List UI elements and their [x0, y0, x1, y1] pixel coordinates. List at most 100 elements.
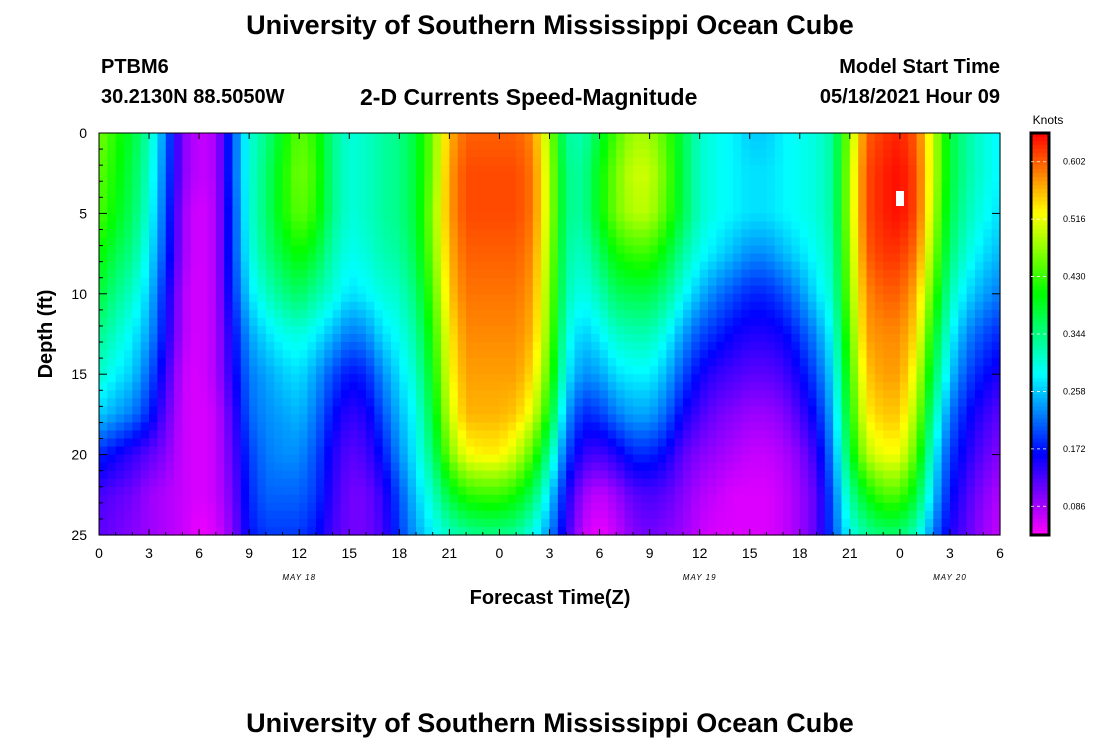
heat-cell — [499, 334, 509, 343]
heat-cell — [457, 221, 467, 231]
heat-cell — [924, 374, 934, 383]
heat-cell — [115, 366, 125, 375]
heat-cell — [157, 261, 167, 271]
heat-cell — [783, 277, 793, 287]
heat-cell — [607, 141, 617, 150]
heat-cell — [849, 438, 859, 448]
heat-cell — [374, 237, 384, 247]
heat-cell — [933, 494, 943, 504]
heat-cell — [916, 197, 926, 206]
heat-cell — [157, 205, 167, 214]
heat-cell — [949, 414, 959, 424]
main-title: University of Southern Mississippi Ocean… — [246, 10, 854, 40]
heat-cell — [591, 325, 601, 335]
heat-cell — [924, 358, 934, 367]
heat-cell — [224, 430, 234, 440]
heat-cell — [182, 406, 192, 415]
heat-cell — [340, 390, 350, 399]
heat-cell — [224, 374, 234, 383]
heat-cell — [474, 325, 484, 335]
heat-cell — [549, 350, 559, 359]
heat-cell — [190, 221, 200, 231]
heat-cell — [115, 261, 125, 271]
heat-cell — [983, 301, 993, 311]
heat-cell — [299, 205, 309, 214]
heat-cell — [432, 366, 442, 375]
heat-cell — [199, 366, 209, 375]
heat-cell — [549, 253, 559, 263]
heat-cell — [516, 269, 526, 279]
heat-cell — [532, 269, 542, 279]
heat-cell — [382, 398, 392, 407]
heat-cell — [307, 253, 317, 263]
heat-cell — [482, 317, 492, 327]
heat-cell — [165, 237, 175, 247]
heat-cell — [107, 301, 117, 311]
heat-cell — [849, 229, 859, 239]
heat-cell — [407, 205, 417, 214]
heat-cell — [991, 390, 1001, 399]
heat-cell — [924, 181, 934, 190]
heat-cell — [449, 398, 459, 407]
heat-cell — [733, 221, 742, 231]
heat-cell — [833, 454, 843, 464]
heat-cell — [991, 173, 1001, 182]
heat-cell — [491, 438, 501, 448]
heat-cell — [265, 237, 275, 247]
heat-cell — [933, 438, 943, 448]
heat-cell — [157, 317, 167, 327]
heat-cell — [390, 141, 400, 150]
heat-cell — [774, 454, 784, 464]
heat-cell — [249, 149, 259, 158]
heat-cell — [557, 261, 567, 271]
heat-cell — [816, 229, 826, 239]
heat-cell — [524, 325, 534, 335]
heat-cell — [365, 197, 375, 206]
heat-cell — [858, 189, 868, 198]
heat-cell — [449, 189, 459, 198]
heat-cell — [933, 197, 943, 206]
heat-cell — [340, 342, 350, 351]
heat-cell — [190, 189, 200, 198]
heat-cell — [507, 173, 517, 182]
heat-cell — [315, 438, 325, 448]
heat-cell — [883, 470, 893, 480]
heat-cell — [833, 173, 843, 182]
heat-cell — [899, 342, 909, 351]
heat-cell — [424, 261, 434, 271]
heat-cell — [741, 253, 751, 263]
heat-cell — [124, 486, 133, 496]
heat-cell — [599, 430, 609, 440]
heat-cell — [674, 141, 684, 150]
heat-cell — [874, 293, 884, 303]
heat-cell — [240, 181, 250, 190]
heat-cell — [808, 269, 818, 279]
heat-cell — [824, 173, 834, 182]
heat-cell — [841, 422, 851, 432]
heat-cell — [349, 181, 359, 190]
heat-cell — [949, 173, 959, 182]
heat-cell — [716, 293, 726, 303]
heat-cell — [524, 141, 534, 150]
heat-cell — [883, 374, 893, 383]
heat-cell — [182, 438, 192, 448]
heat-cell — [240, 317, 250, 327]
heat-cell — [699, 382, 709, 391]
heat-cell — [799, 269, 809, 279]
heat-cell — [516, 446, 526, 456]
heat-cell — [199, 446, 209, 456]
heat-cell — [507, 181, 517, 190]
heat-cell — [666, 334, 676, 343]
heat-cell — [657, 229, 667, 239]
heat-cell — [474, 366, 484, 375]
heat-cell — [249, 422, 259, 432]
heat-cell — [808, 165, 818, 174]
heat-cell — [432, 301, 442, 311]
heat-cell — [491, 157, 501, 166]
heat-cell — [574, 293, 584, 303]
heat-cell — [240, 494, 250, 504]
heat-cell — [274, 165, 284, 174]
heat-cell — [215, 374, 225, 383]
heat-cell — [315, 173, 325, 182]
heat-cell — [457, 173, 467, 182]
